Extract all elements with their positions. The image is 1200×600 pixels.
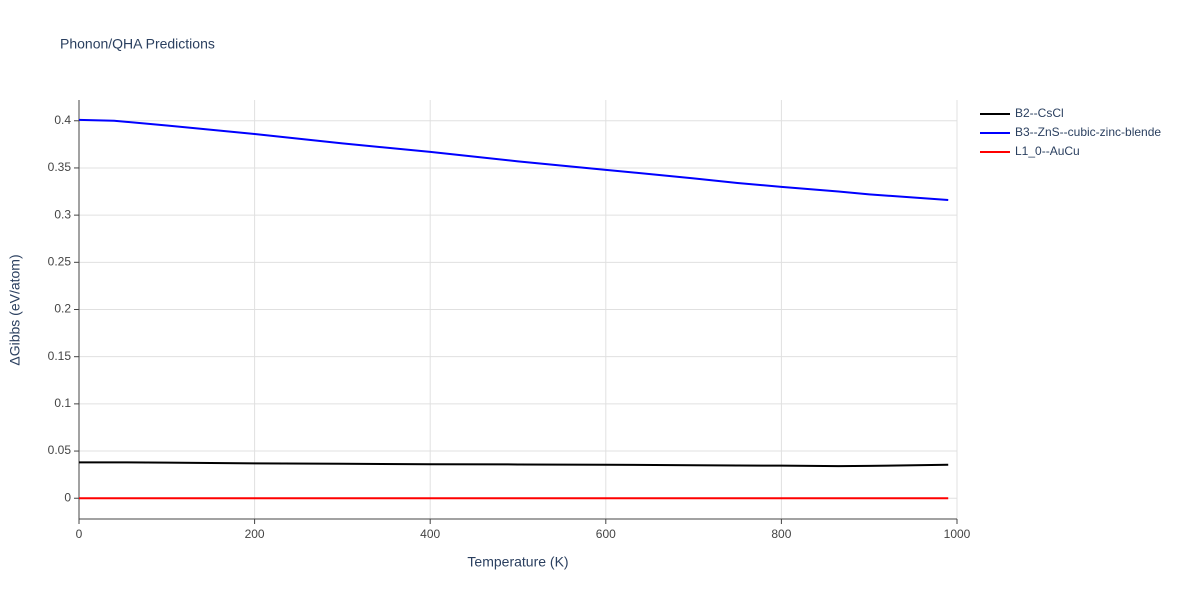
x-tick-label: 800 [771,527,791,541]
y-tick-label: 0.1 [54,396,71,410]
x-tick-label: 600 [596,527,616,541]
y-tick-label: 0 [64,490,71,504]
x-tick-label: 0 [76,527,83,541]
y-axis-title: ΔGibbs (eV/atom) [7,254,23,365]
legend-text: L1_0--AuCu [1015,144,1080,158]
y-tick-label: 0.05 [48,443,72,457]
line-series [78,118,949,202]
y-tick-label: 0.3 [54,207,71,221]
y-tick-label: 0.2 [54,302,71,316]
x-tick-label: 200 [245,527,265,541]
legend-text: B3--ZnS--cubic-zinc-blende [1015,125,1161,139]
x-tick-label: 1000 [944,527,971,541]
x-tick-label: 400 [420,527,440,541]
y-tick-label: 0.15 [48,349,72,363]
y-tick-label: 0.25 [48,254,72,268]
chart-title: Phonon/QHA Predictions [60,36,215,52]
y-tick-label: 0.35 [48,160,72,174]
line-series [79,461,949,468]
legend-text: B2--CsCl [1015,106,1064,120]
y-tick-label: 0.4 [54,113,71,127]
x-axis-title: Temperature (K) [467,554,568,570]
